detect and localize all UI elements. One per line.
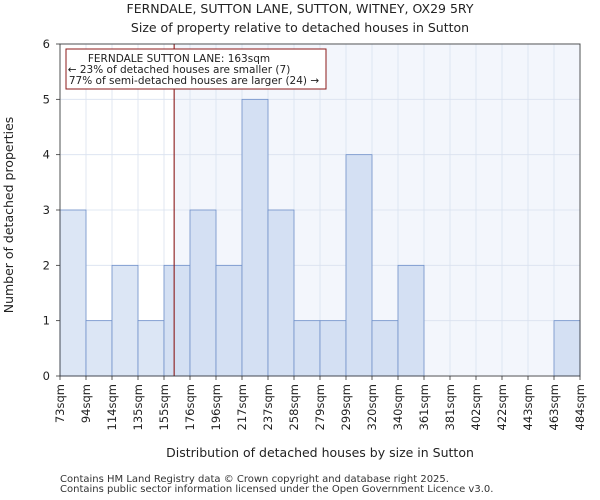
y-tick-label-3: 3 [43,203,50,217]
y-tick-label-0: 0 [43,369,50,383]
x-tick-label-463sqm: 463sqm [547,384,561,430]
bar-135sqm [137,320,165,377]
x-tick-label-443sqm: 443sqm [521,384,535,430]
x-tick-label-484sqm: 484sqm [573,384,587,430]
chart-title: FERNDALE, SUTTON LANE, SUTTON, WITNEY, O… [127,1,474,16]
y-tick-label-1: 1 [43,314,50,328]
x-tick-label-340sqm: 340sqm [391,384,405,430]
bar-217sqm [241,98,269,377]
x-tick-label-237sqm: 237sqm [261,384,275,430]
x-tick-label-196sqm: 196sqm [209,384,223,430]
bar-463sqm [553,320,581,377]
annotation-box: FERNDALE SUTTON LANE: 163sqm ← 23% of de… [65,48,327,90]
y-axis-label: Number of detached properties [1,117,16,314]
x-tick-label-135sqm: 135sqm [131,384,145,430]
x-tick-label-402sqm: 402sqm [469,384,483,430]
y-tick-label-6: 6 [43,37,50,51]
bar-299sqm [345,154,373,377]
annotation-line-1: FERNDALE SUTTON LANE: 163sqm [88,53,270,65]
x-tick-label-299sqm: 299sqm [339,384,353,430]
bar-114sqm [111,264,139,377]
bar-155sqm [163,264,191,377]
x-tick-label-320sqm: 320sqm [365,384,379,430]
footer-line-2: Contains public sector information licen… [60,484,494,495]
bar-340sqm [397,264,425,377]
x-axis-label: Distribution of detached houses by size … [166,445,474,460]
x-tick-label-155sqm: 155sqm [157,384,171,430]
x-tick-label-73sqm: 73sqm [53,384,67,423]
footer-line-1: Contains HM Land Registry data © Crown c… [60,474,449,485]
x-tick-label-381sqm: 381sqm [443,384,457,430]
annotation-line-3: 77% of semi-detached houses are larger (… [69,75,320,87]
y-tick-label-2: 2 [43,258,50,272]
x-tick-label-176sqm: 176sqm [183,384,197,430]
bar-237sqm [267,209,295,377]
y-tick-label-4: 4 [43,148,50,162]
x-tick-label-361sqm: 361sqm [417,384,431,430]
y-axis-ticks: 0 1 2 3 4 5 6 [43,37,60,383]
bar-94sqm [85,320,113,377]
x-tick-label-258sqm: 258sqm [287,384,301,430]
chart-subtitle: Size of property relative to detached ho… [131,20,469,35]
x-axis-ticks: 73sqm 94sqm 114sqm 135sqm 155sqm 176sqm 196sqm… [53,376,587,430]
bar-320sqm [371,320,399,377]
bar-258sqm [293,320,321,377]
x-tick-label-217sqm: 217sqm [235,384,249,430]
bars [59,98,581,377]
x-tick-label-94sqm: 94sqm [79,384,93,423]
annotation-line-2: ← 23% of detached houses are smaller (7) [68,64,291,76]
x-tick-label-279sqm: 279sqm [313,384,327,430]
y-tick-label-5: 5 [43,92,50,106]
bar-73sqm [59,209,87,377]
bar-196sqm [215,264,243,377]
bar-176sqm [189,209,217,377]
bar-279sqm [319,320,347,377]
x-tick-label-422sqm: 422sqm [495,384,509,430]
plot-frame [59,43,581,377]
x-tick-label-114sqm: 114sqm [105,384,119,430]
